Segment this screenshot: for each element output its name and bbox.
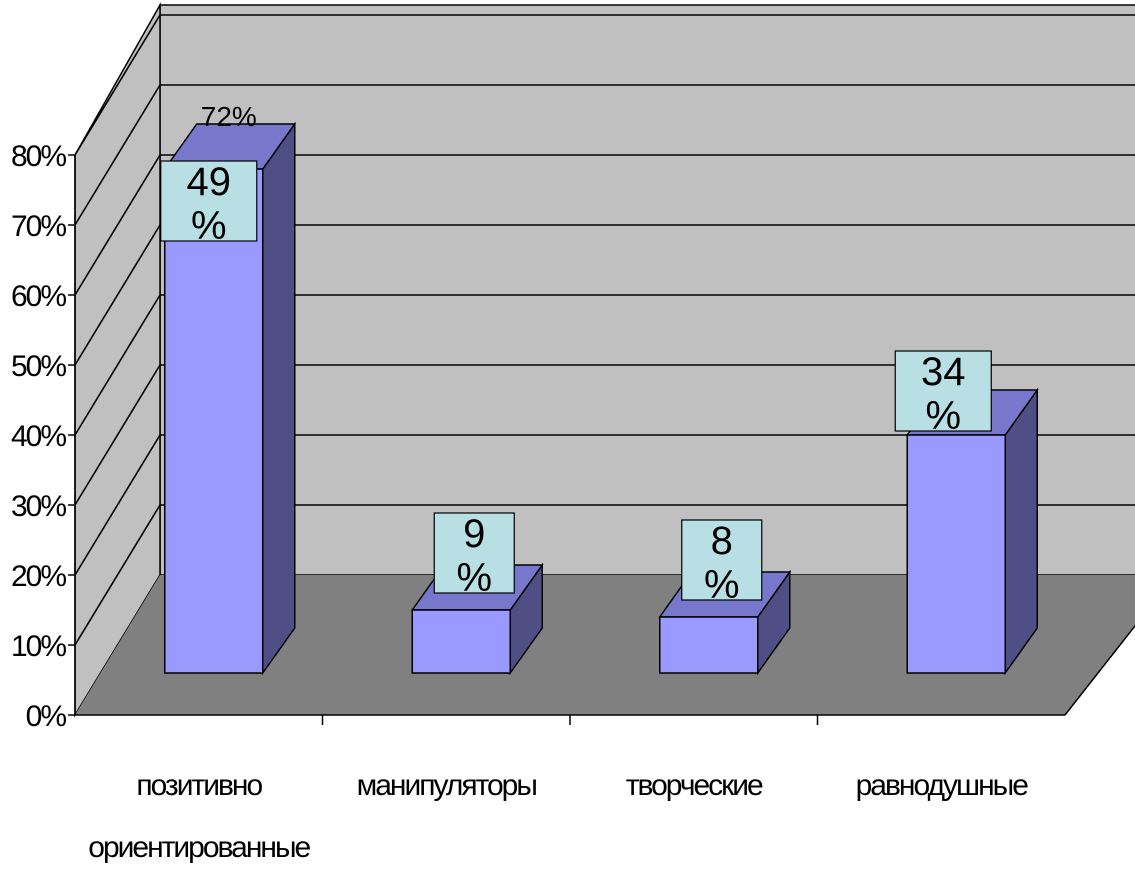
bar xyxy=(411,609,511,674)
gridline xyxy=(74,224,1135,366)
y-tick-label: 20% xyxy=(11,560,66,593)
gridlines xyxy=(74,14,1135,646)
callout-percent: % xyxy=(704,563,740,607)
floor-plane xyxy=(75,575,1135,715)
x-tick-label: манипуляторы xyxy=(357,769,537,802)
y-tick-label: 60% xyxy=(11,280,66,313)
callout-box xyxy=(681,519,763,601)
x-tick-label: позитивно xyxy=(136,769,262,802)
callout-box xyxy=(894,350,992,432)
floor-edge xyxy=(1064,624,1135,716)
gridline xyxy=(74,364,1135,506)
x-tick-label: ориентированные xyxy=(88,831,310,864)
bar xyxy=(659,616,759,674)
x-tick-label: равнодушные xyxy=(856,769,1029,802)
callout-value: 34 xyxy=(921,350,966,394)
y-tick-label: 80% xyxy=(11,140,66,173)
y-tick-label: 50% xyxy=(11,350,66,383)
gridline xyxy=(74,84,1135,226)
callout-percent: % xyxy=(925,394,961,438)
y-tick-label: 0% xyxy=(26,700,67,733)
bar-side xyxy=(262,121,296,676)
chart-walls xyxy=(74,2,1135,718)
callout-value: 49 xyxy=(187,160,232,204)
y-tick-label: 70% xyxy=(11,210,66,243)
data-labels: 72%49%9%8%34% xyxy=(160,101,992,607)
callout-percent: % xyxy=(191,204,227,248)
chart-floor xyxy=(75,575,1135,716)
callout-value: 8 xyxy=(711,519,733,563)
x-tick-label: творческие xyxy=(626,769,763,802)
callout-percent: % xyxy=(456,556,492,600)
bar xyxy=(906,434,1006,674)
bar-side xyxy=(1004,387,1038,676)
bar-value-label: 72% xyxy=(201,101,257,132)
gridline xyxy=(74,154,1135,296)
y-tick-label: 40% xyxy=(11,420,66,453)
y-tick-label: 10% xyxy=(11,630,66,663)
gridline xyxy=(74,434,1135,576)
gridline xyxy=(74,294,1135,436)
y-tick-label: 30% xyxy=(11,490,66,523)
gridline xyxy=(74,14,1135,156)
callout-value: 9 xyxy=(463,512,485,556)
callout-box xyxy=(433,512,515,594)
gridline xyxy=(74,504,1135,646)
x-axis-ticks: позитивно ориентированные манипуляторы твор… xyxy=(88,715,1030,864)
y-axis-ticks: 0% 10% 20% 30% 40% 50% 60% 70% 80% xyxy=(11,140,75,733)
callout-box xyxy=(160,160,258,242)
